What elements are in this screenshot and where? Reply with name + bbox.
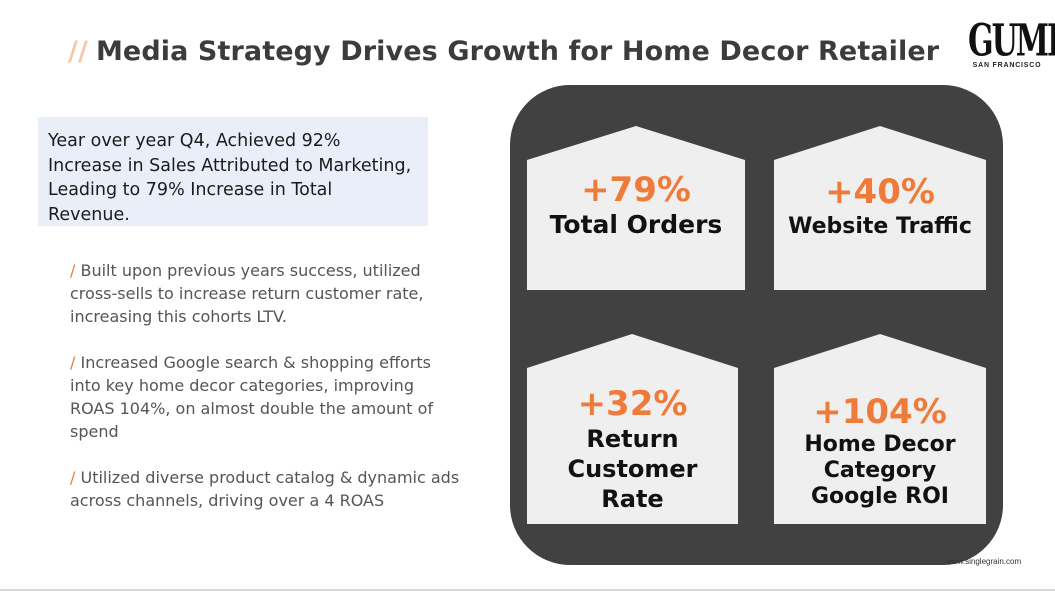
footer-url: www.singlegrain.com <box>946 557 1022 566</box>
bullet-marker: / <box>70 353 76 372</box>
logo-subtitle: SAN FRANCISCO <box>972 62 1042 69</box>
bottom-divider <box>0 589 1055 591</box>
stat-content: +32% Return Customer Rate <box>527 384 738 514</box>
bullet-text: Increased Google search & shopping effor… <box>70 353 434 441</box>
house-shape-icon <box>774 126 986 290</box>
stat-content: +79% Total Orders <box>527 170 745 240</box>
stat-label: Website Traffic <box>788 214 972 239</box>
stat-card-home-decor-roi: +104% Home Decor Category Google ROI <box>774 334 986 524</box>
house-shape-icon <box>774 334 986 524</box>
stat-card-total-orders: +79% Total Orders <box>527 126 745 290</box>
house-shape-icon <box>527 126 745 290</box>
gumps-logo: GUMP'S SAN FRANCISCO <box>968 2 1055 72</box>
highlight-box: Year over year Q4, Achieved 92% Increase… <box>38 117 428 226</box>
logo-wordmark: GUMP'S <box>968 16 1055 68</box>
stat-value: +32% <box>577 384 688 424</box>
stat-value: +40% <box>825 172 935 212</box>
bullet-item: / Increased Google search & shopping eff… <box>70 351 460 443</box>
stat-card-return-customer-rate: +32% Return Customer Rate <box>527 334 738 524</box>
bullet-item: / Utilized diverse product catalog & dyn… <box>70 466 460 512</box>
bullet-marker: / <box>70 261 76 280</box>
stat-content: +40% Website Traffic <box>774 172 986 242</box>
title-text: Media Strategy Drives Growth for Home De… <box>95 36 940 67</box>
bullet-list: / Built upon previous years success, uti… <box>70 259 460 535</box>
stat-label: Return Customer Rate <box>567 425 698 513</box>
bullet-text: Utilized diverse product catalog & dynam… <box>70 468 460 510</box>
title-slashes: // <box>68 36 88 67</box>
stat-label: Total Orders <box>549 210 723 239</box>
bullet-marker: / <box>70 468 76 487</box>
stat-value: +104% <box>813 392 947 432</box>
stat-card-website-traffic: +40% Website Traffic <box>774 126 986 290</box>
house-shape-icon <box>527 334 738 524</box>
stat-value: +79% <box>581 170 691 210</box>
bullet-text: Built upon previous years success, utili… <box>70 261 424 326</box>
bullet-item: / Built upon previous years success, uti… <box>70 259 460 328</box>
page-title: //Media Strategy Drives Growth for Home … <box>68 36 939 67</box>
stat-content: +104% Home Decor Category Google ROI <box>774 392 986 510</box>
stat-label: Home Decor Category Google ROI <box>804 432 956 509</box>
